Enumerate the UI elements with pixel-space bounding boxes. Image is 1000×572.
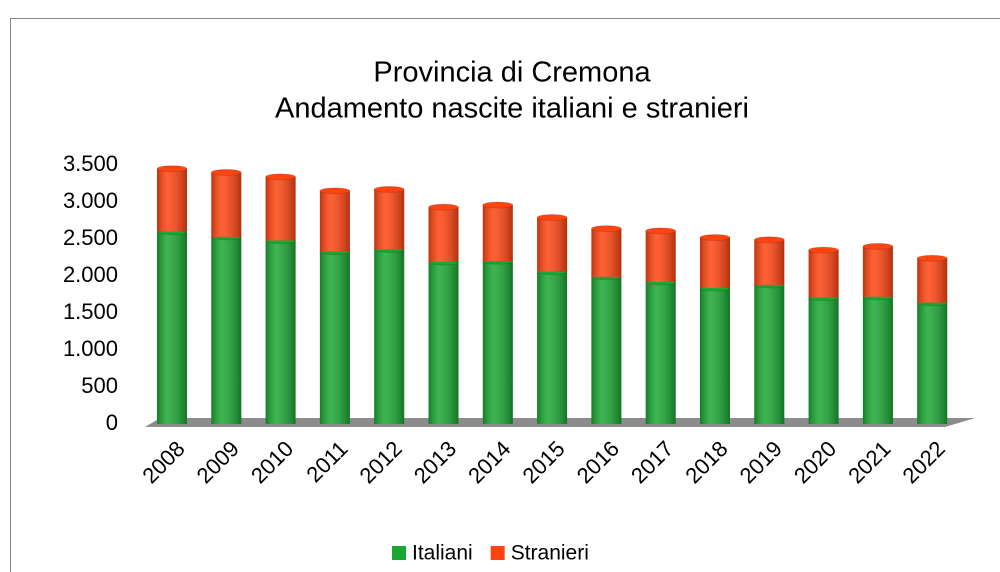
bar-cap — [916, 254, 948, 262]
y-tick-label: 3.000 — [63, 188, 118, 213]
shading — [645, 281, 676, 424]
chart-title: Andamento nascite italiani e stranieri — [275, 93, 749, 125]
shading — [537, 217, 568, 272]
bar-cap — [156, 165, 188, 173]
shading — [157, 231, 187, 424]
x-tick-label: 2011 — [301, 436, 352, 487]
shading — [754, 284, 785, 424]
legend-item: Italiani — [392, 542, 473, 565]
x-tick-label: 2018 — [680, 436, 732, 488]
x-tick-label: 2010 — [246, 436, 298, 488]
y-tick-label: 1.500 — [63, 299, 118, 324]
shading — [917, 258, 948, 303]
shading — [265, 176, 296, 241]
legend-swatch — [490, 546, 505, 560]
chart-border — [10, 18, 1000, 572]
y-tick-label: 0 — [106, 410, 118, 435]
shading — [808, 250, 839, 298]
y-tick-label: 1.000 — [63, 336, 118, 361]
bar-cap — [428, 203, 459, 211]
shading — [374, 189, 405, 250]
shading — [428, 261, 459, 424]
shading — [591, 228, 622, 277]
x-tick-label: 2008 — [137, 436, 189, 488]
x-tick-label: 2017 — [626, 436, 678, 488]
shading — [482, 204, 513, 262]
shading — [700, 237, 730, 288]
shading — [537, 271, 568, 424]
shading — [862, 296, 893, 424]
legend-swatch — [392, 546, 406, 560]
bar-cap — [645, 227, 677, 235]
y-tick-label: 500 — [81, 373, 118, 398]
bar-cap — [319, 187, 351, 195]
legend-label: Stranieri — [511, 542, 589, 565]
x-tick-label: 2019 — [735, 436, 787, 488]
shading — [754, 239, 785, 285]
shading — [211, 236, 242, 424]
shading — [862, 246, 893, 297]
bar-cap — [808, 246, 840, 254]
shading — [374, 249, 405, 424]
y-tick-label: 2.500 — [63, 225, 118, 250]
shading — [428, 207, 459, 262]
bar-cap — [753, 236, 785, 244]
x-tick-label: 2009 — [192, 436, 244, 488]
bar-cap — [699, 234, 731, 242]
shading — [808, 297, 839, 424]
shading — [319, 190, 350, 252]
bar-cap — [862, 242, 894, 250]
bar-cap — [373, 185, 405, 193]
x-tick-label: 2012 — [355, 436, 407, 488]
shading — [265, 240, 296, 424]
x-tick-label: 2022 — [898, 436, 950, 488]
x-tick-label: 2013 — [409, 436, 461, 488]
x-tick-label: 2014 — [463, 436, 515, 488]
bar-cap — [590, 225, 622, 233]
legend-label: Italiani — [412, 542, 473, 565]
bar-cap — [265, 173, 297, 181]
x-tick-label: 2020 — [789, 436, 841, 488]
y-tick-label: 3.500 — [63, 151, 118, 176]
bar-cap — [482, 201, 514, 209]
shading — [211, 172, 242, 237]
y-tick-label: 2.000 — [63, 262, 118, 287]
shading — [645, 230, 676, 282]
x-tick-label: 2015 — [517, 436, 569, 488]
bar-cap — [210, 168, 242, 176]
shading — [591, 276, 622, 424]
shading — [157, 168, 187, 232]
legend-item: Stranieri — [490, 542, 589, 565]
chart-title: Provincia di Cremona — [373, 57, 651, 89]
shading — [482, 261, 513, 424]
shading — [917, 302, 948, 424]
bar-cap — [536, 214, 568, 222]
x-tick-label: 2021 — [843, 436, 895, 488]
shading — [319, 251, 350, 424]
shading — [700, 287, 730, 424]
x-tick-label: 2016 — [572, 436, 624, 488]
